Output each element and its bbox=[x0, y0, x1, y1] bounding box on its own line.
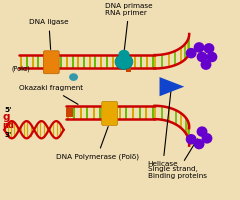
Text: Okazaki fragment: Okazaki fragment bbox=[19, 85, 83, 104]
Circle shape bbox=[197, 126, 207, 137]
Text: 5': 5' bbox=[4, 107, 12, 113]
Text: Helicase: Helicase bbox=[148, 89, 178, 167]
Text: DNA primase
RNA primer: DNA primase RNA primer bbox=[105, 3, 153, 50]
Circle shape bbox=[201, 59, 211, 70]
Circle shape bbox=[194, 42, 204, 53]
FancyBboxPatch shape bbox=[102, 101, 118, 125]
Text: g: g bbox=[2, 112, 10, 122]
Text: DNA Polymerase (Polδ): DNA Polymerase (Polδ) bbox=[56, 127, 139, 160]
FancyBboxPatch shape bbox=[43, 51, 59, 74]
Circle shape bbox=[186, 48, 197, 58]
Circle shape bbox=[194, 139, 204, 149]
Circle shape bbox=[204, 43, 214, 54]
Circle shape bbox=[206, 52, 217, 62]
Polygon shape bbox=[160, 77, 184, 96]
FancyBboxPatch shape bbox=[126, 67, 131, 72]
Text: nd: nd bbox=[2, 121, 14, 130]
Circle shape bbox=[197, 52, 207, 62]
FancyBboxPatch shape bbox=[66, 108, 72, 117]
Text: 3': 3' bbox=[4, 132, 12, 138]
Circle shape bbox=[202, 133, 212, 144]
Text: DNA ligase: DNA ligase bbox=[29, 19, 69, 49]
Text: Single strand,
Binding proteins: Single strand, Binding proteins bbox=[148, 139, 207, 179]
Ellipse shape bbox=[69, 73, 78, 81]
Ellipse shape bbox=[115, 54, 133, 69]
Text: (Polα): (Polα) bbox=[11, 65, 30, 72]
Ellipse shape bbox=[119, 50, 129, 58]
Circle shape bbox=[186, 134, 197, 145]
